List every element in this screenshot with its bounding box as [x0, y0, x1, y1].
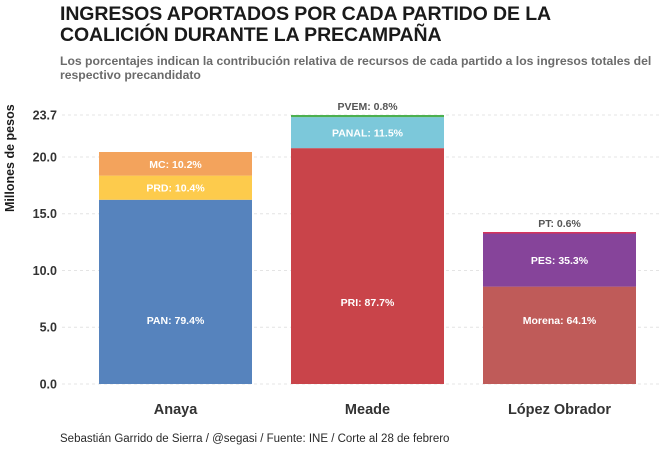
data-label: PRD: 10.4% [146, 183, 205, 195]
chart-caption: Sebastián Garrido de Sierra / @segasi / … [60, 433, 450, 445]
y-tick-label: 23.7 [33, 109, 57, 123]
data-label: PRI: 87.7% [341, 297, 395, 309]
y-tick-label: 5.0 [40, 321, 57, 335]
x-tick-label: Meade [345, 402, 390, 418]
bar-segment-pri [291, 148, 444, 384]
bar-segment-pes [483, 232, 636, 287]
data-label: PT: 0.6% [538, 218, 581, 230]
bar-segment-morena [483, 286, 636, 384]
bar-segment-pvem [291, 115, 444, 118]
bar-segment-prd [99, 175, 252, 200]
data-label: PAN: 79.4% [147, 315, 205, 327]
bar-segment-pan [99, 199, 252, 384]
bar-segment-panal [291, 117, 444, 149]
data-label: PANAL: 11.5% [332, 128, 404, 140]
bar-segment-mc [99, 152, 252, 176]
y-tick-label: 15.0 [33, 207, 57, 221]
x-tick-label: Anaya [154, 402, 198, 418]
data-label: MC: 10.2% [149, 159, 202, 171]
y-tick-label: 0.0 [40, 378, 57, 392]
data-label: PVEM: 0.8% [337, 101, 398, 113]
data-label: Morena: 64.1% [523, 315, 597, 327]
bar-segment-pt [483, 232, 636, 234]
chart-subtitle: Los porcentajes indican la contribución … [60, 54, 652, 82]
x-tick-label: López Obrador [508, 402, 611, 418]
data-label: PES: 35.3% [531, 255, 589, 267]
y-tick-label: 10.0 [33, 264, 57, 278]
chart-title: INGRESOS APORTADOS POR CADA PARTIDO DE L… [60, 3, 551, 46]
y-tick-label: 20.0 [33, 150, 57, 164]
